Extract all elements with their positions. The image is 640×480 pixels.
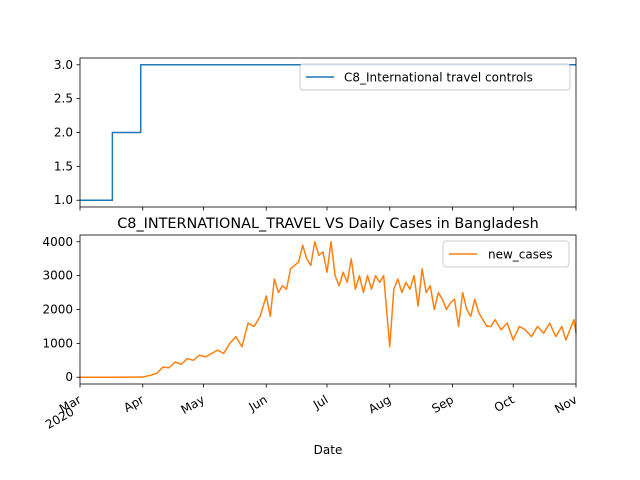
- bottom-series-line: [80, 241, 577, 378]
- top-ytick-label: 1.0: [54, 193, 73, 207]
- bottom-ytick-label: 1000: [42, 336, 73, 350]
- bottom-ytick-label: 3000: [42, 269, 73, 283]
- top-x-ticks: [79, 207, 577, 211]
- bottom-chart-title: C8_INTERNATIONAL_TRAVEL VS Daily Cases i…: [117, 216, 539, 232]
- bottom-ytick-label: 0: [65, 370, 73, 384]
- top-ytick-label: 3.0: [54, 58, 73, 72]
- bottom-xtick-label: Jul: [310, 392, 330, 412]
- bottom-legend: new_cases: [442, 240, 570, 268]
- bottom-axes-frame: [79, 234, 577, 385]
- top-legend-box: [299, 63, 571, 91]
- bottom-ytick-label: 2000: [42, 303, 73, 317]
- bottom-x-axis-label: Date: [314, 443, 343, 457]
- top-axes-frame: [79, 57, 577, 208]
- top-series-line: [80, 64, 576, 201]
- top-legend-label: C8_International travel controls: [344, 71, 533, 85]
- bottom-y-axis: 0 1000 2000 3000 4000: [42, 235, 80, 384]
- top-ytick-label: 2.5: [54, 92, 73, 106]
- top-subplot: 1.0 1.5 2.0 2.5 3.0 C8_International travel …: [54, 57, 577, 211]
- top-ytick-label: 2.0: [54, 126, 73, 140]
- bottom-legend-label: new_cases: [488, 248, 553, 262]
- bottom-ytick-label: 4000: [42, 235, 73, 249]
- top-y-axis: 1.0 1.5 2.0 2.5 3.0: [54, 58, 80, 207]
- bottom-legend-box: [442, 240, 570, 268]
- bottom-plot-area: [80, 241, 577, 378]
- top-plot-area: [80, 64, 576, 201]
- top-legend: C8_International travel controls: [299, 63, 571, 91]
- top-ytick-label: 1.5: [54, 159, 73, 173]
